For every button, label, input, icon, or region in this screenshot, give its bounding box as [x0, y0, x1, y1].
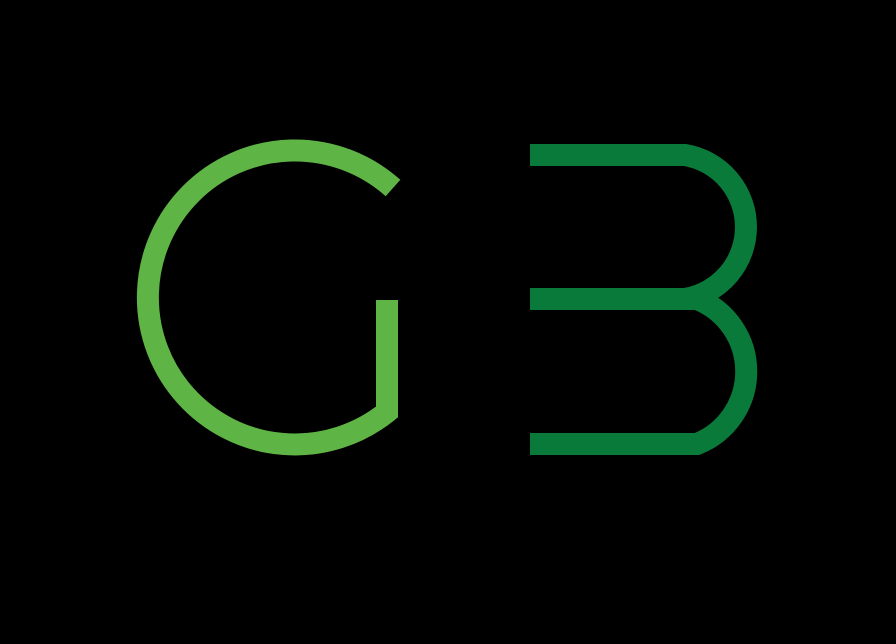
logo-letter-g	[136, 139, 401, 456]
logo-letter-b	[530, 144, 758, 455]
